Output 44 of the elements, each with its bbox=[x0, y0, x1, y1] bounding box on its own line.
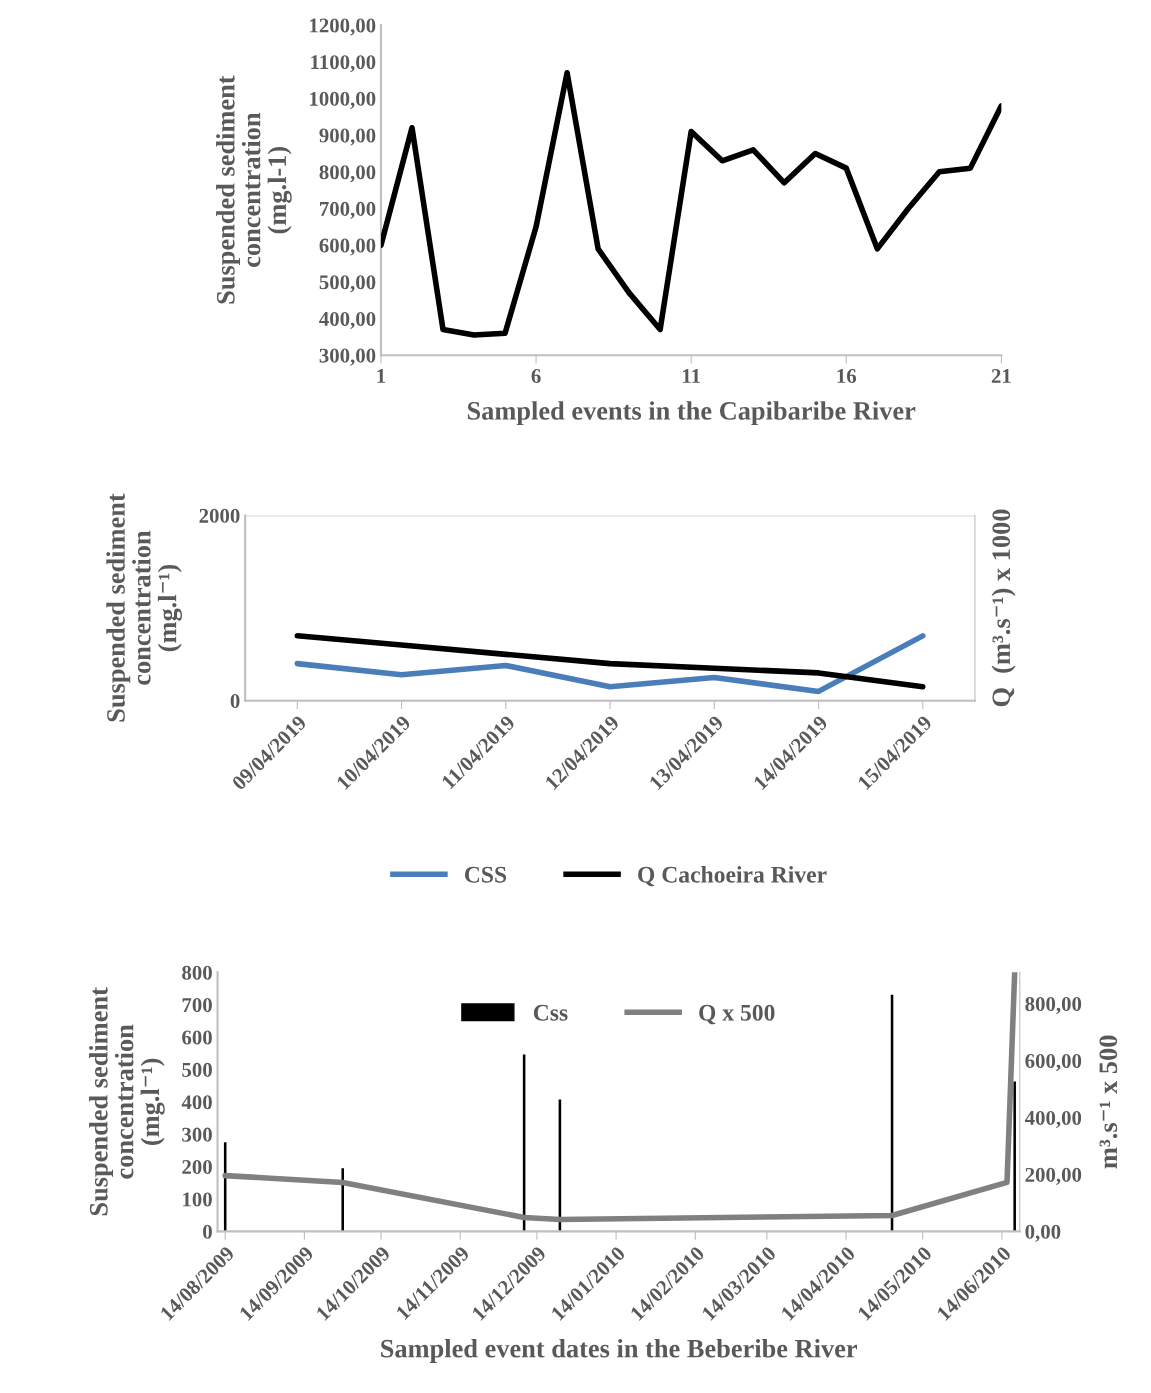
y-axis-title: Suspended sediment concentration (mg.l⁻¹) bbox=[106, 493, 182, 722]
y-tick-label: 900,00 bbox=[319, 128, 376, 146]
y2-tick-label: 400,00 bbox=[1024, 1110, 1082, 1128]
x-axis-title: Sampled event dates in the Beberibe River bbox=[381, 1338, 858, 1363]
y-tick-label: 1000,00 bbox=[310, 91, 376, 109]
y-tick-label: 500,00 bbox=[319, 275, 376, 293]
legend-label: Q Cachoeira River bbox=[638, 866, 827, 887]
y-tick-label: 1100,00 bbox=[311, 55, 376, 73]
bar bbox=[341, 1168, 345, 1232]
y2-tick-label: 200,00 bbox=[1025, 1167, 1082, 1185]
x-tick-label: 21 bbox=[991, 369, 1011, 383]
x-tick-label: 16 bbox=[837, 369, 857, 384]
y-tick-label: 700 bbox=[182, 998, 212, 1013]
y-axis-title: Suspended sediment concentration (mg.l-1) bbox=[216, 75, 292, 304]
x-tick-label: 11 bbox=[683, 369, 700, 383]
y-tick-label: 700,00 bbox=[320, 201, 376, 219]
y2-axis-title: Q (m³.s⁻¹) x 1000 bbox=[991, 509, 1016, 707]
y-tick-label: 600,00 bbox=[319, 238, 376, 256]
y-tick-label: 2000 bbox=[199, 508, 240, 523]
y2-tick-label: 800,00 bbox=[1025, 997, 1082, 1015]
y-tick-label: 1200,00 bbox=[310, 18, 376, 36]
y2-tick-label: 0,00 bbox=[1025, 1224, 1061, 1242]
legend-label: Q x 500 bbox=[699, 1004, 775, 1025]
y-tick-label: 800 bbox=[182, 965, 212, 980]
y-tick-label: 200 bbox=[182, 1160, 212, 1175]
y2-tick-label: 600,00 bbox=[1025, 1053, 1082, 1072]
y-tick-label: 400 bbox=[181, 1095, 212, 1110]
y-tick-label: 0 bbox=[230, 694, 240, 709]
y-tick-label: 500 bbox=[182, 1062, 212, 1077]
x-tick-label: 1 bbox=[377, 369, 386, 383]
x-axis-title: Sampled events in the Capibaribe River bbox=[467, 401, 916, 426]
legend-label: CSS bbox=[464, 866, 507, 883]
y-tick-label: 400,00 bbox=[319, 311, 376, 329]
y-tick-label: 300,00 bbox=[319, 348, 376, 366]
bar bbox=[1013, 1081, 1016, 1232]
y-tick-label: 600 bbox=[182, 1030, 212, 1045]
y2-axis-title: m³.s⁻¹ x 500 bbox=[1099, 1035, 1118, 1169]
y-tick-label: 300 bbox=[182, 1127, 212, 1142]
y-axis-title: Suspended sediment concentration (mg.l⁻¹) bbox=[89, 987, 165, 1216]
x-tick-label: 6 bbox=[531, 369, 541, 384]
y-tick-label: 800,00 bbox=[319, 165, 376, 183]
legend-label: Css bbox=[533, 1004, 568, 1021]
y-tick-label: 0 bbox=[203, 1224, 212, 1239]
y-tick-label: 100 bbox=[183, 1192, 212, 1207]
